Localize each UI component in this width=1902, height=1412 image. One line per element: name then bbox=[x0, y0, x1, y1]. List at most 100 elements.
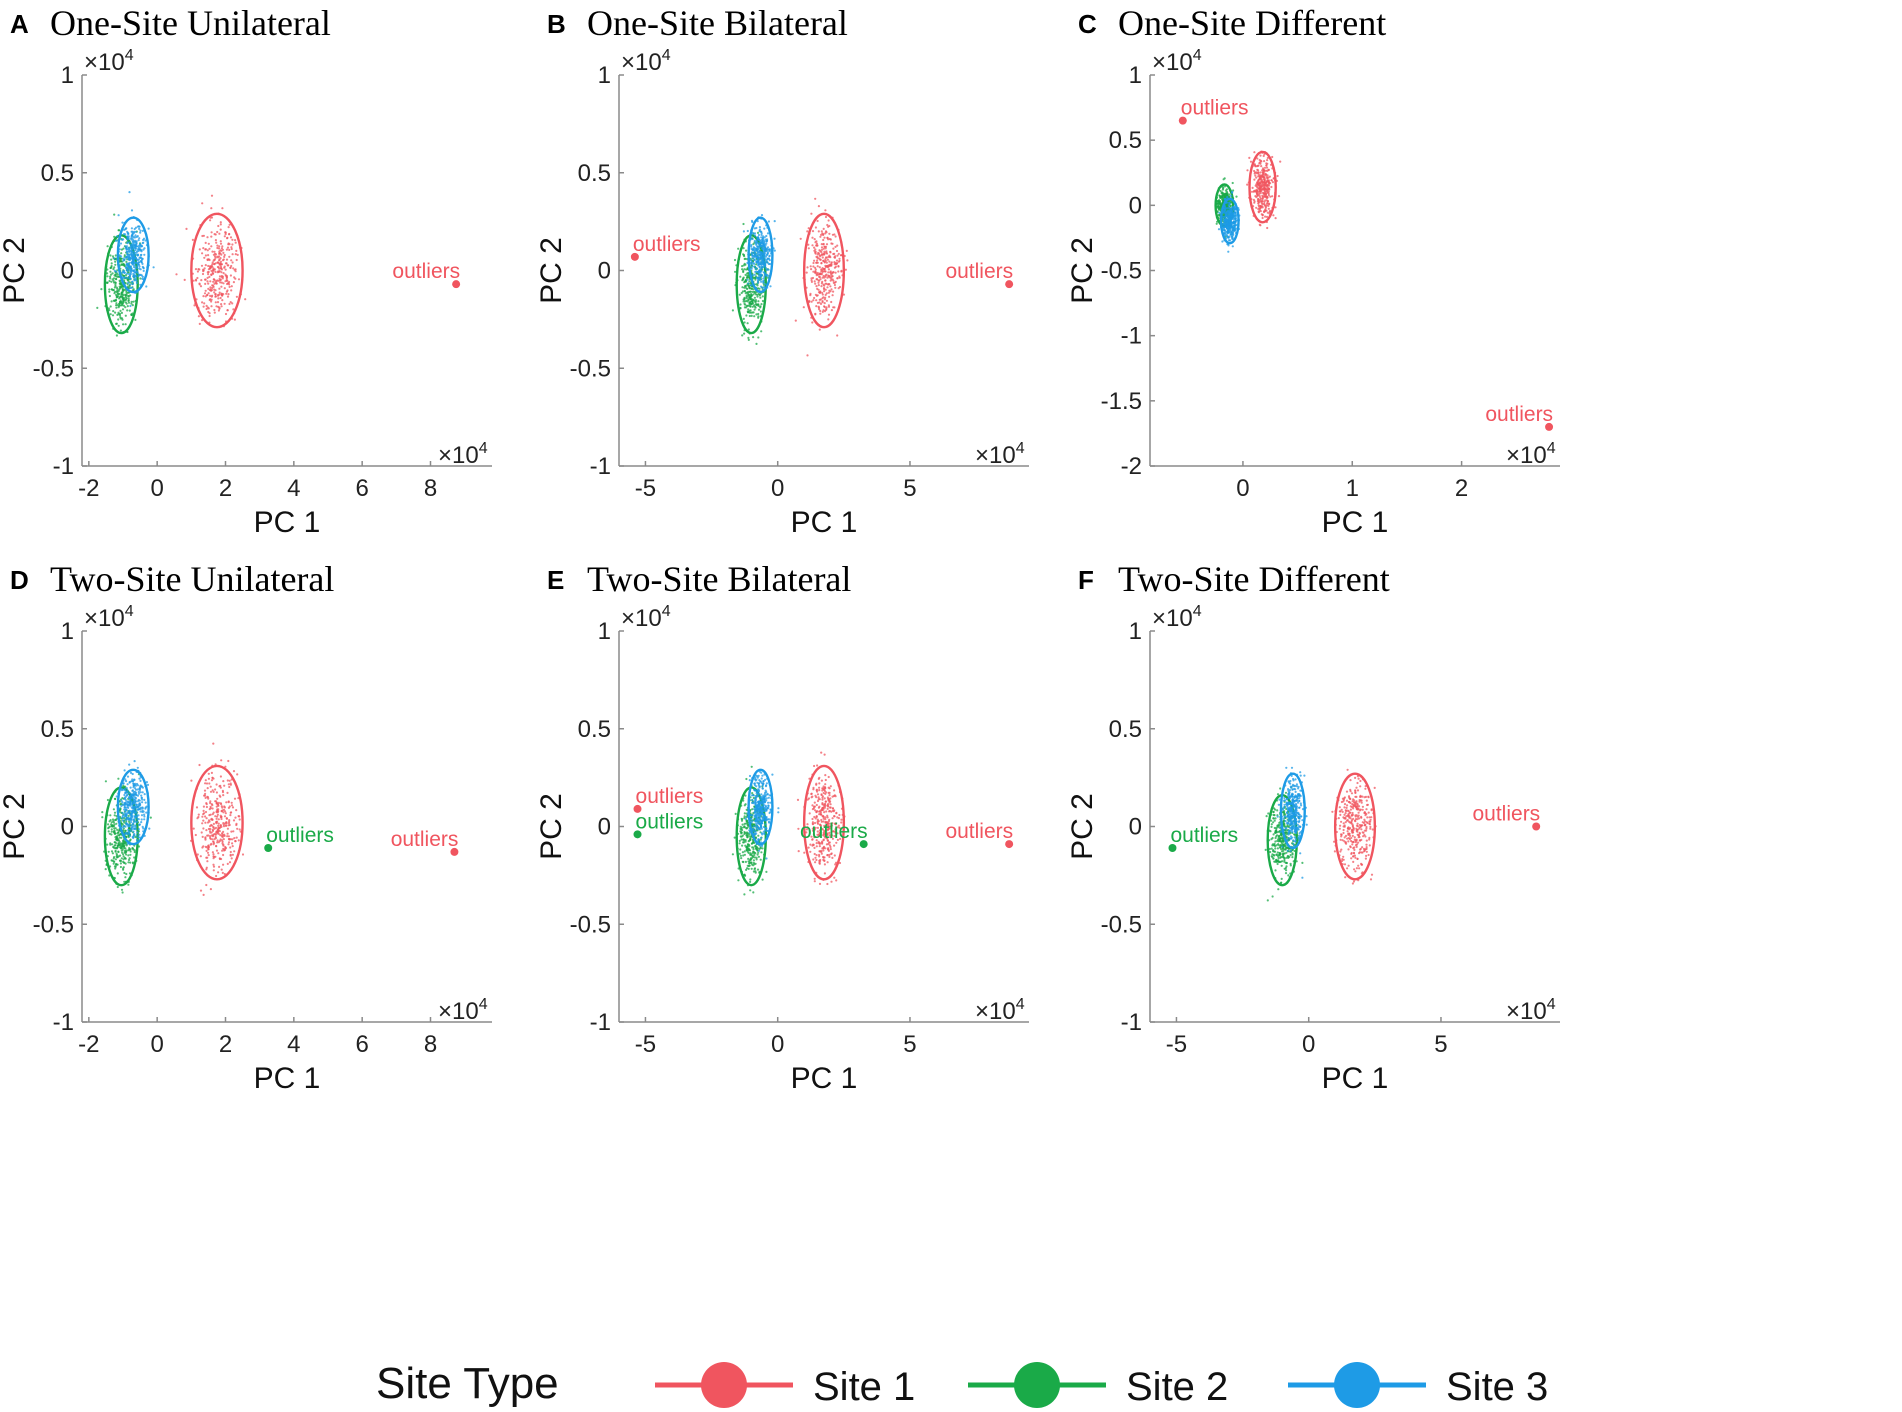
data-point bbox=[230, 264, 233, 268]
data-point bbox=[196, 270, 199, 273]
data-point bbox=[204, 289, 207, 292]
data-point bbox=[204, 254, 207, 257]
data-point bbox=[744, 860, 748, 864]
data-point bbox=[211, 272, 214, 275]
data-point bbox=[1262, 195, 1265, 198]
data-point bbox=[144, 239, 147, 242]
data-point bbox=[1258, 161, 1262, 164]
data-point bbox=[820, 230, 823, 233]
data-point bbox=[129, 821, 133, 824]
data-point bbox=[810, 268, 813, 271]
data-point bbox=[110, 300, 113, 303]
data-point bbox=[766, 252, 769, 255]
data-point bbox=[219, 834, 222, 837]
data-point bbox=[740, 819, 744, 822]
data-point bbox=[208, 258, 211, 262]
data-point bbox=[229, 838, 232, 841]
data-point bbox=[211, 776, 214, 779]
data-point bbox=[759, 285, 763, 288]
data-point bbox=[130, 238, 133, 241]
data-point bbox=[756, 868, 760, 871]
data-point bbox=[124, 876, 127, 879]
data-point bbox=[840, 254, 843, 257]
data-point bbox=[218, 267, 221, 270]
data-point bbox=[1259, 171, 1262, 174]
data-point bbox=[206, 787, 209, 790]
y-axis-label: PC 2 bbox=[0, 793, 31, 860]
data-point bbox=[759, 310, 763, 313]
data-point bbox=[212, 855, 215, 858]
data-point bbox=[817, 281, 820, 284]
data-point bbox=[110, 824, 114, 827]
data-point bbox=[139, 803, 142, 806]
data-point bbox=[1216, 205, 1219, 208]
data-point bbox=[750, 267, 753, 270]
data-point bbox=[131, 280, 134, 283]
data-point bbox=[220, 303, 223, 306]
data-point bbox=[764, 823, 767, 826]
data-point bbox=[760, 280, 763, 283]
data-point bbox=[823, 302, 826, 305]
data-point bbox=[823, 261, 826, 264]
data-point bbox=[218, 291, 221, 294]
data-point bbox=[135, 281, 138, 284]
data-point bbox=[741, 265, 744, 268]
outlier-label: outliers bbox=[945, 260, 1013, 283]
data-point bbox=[185, 227, 188, 230]
data-point bbox=[813, 246, 816, 249]
data-point bbox=[218, 263, 221, 266]
data-point bbox=[220, 276, 223, 279]
y-multiplier: ×104 bbox=[621, 47, 671, 76]
data-point bbox=[767, 796, 770, 799]
data-point bbox=[118, 279, 121, 282]
data-point bbox=[126, 268, 129, 271]
data-point bbox=[128, 284, 131, 288]
data-point bbox=[203, 794, 206, 797]
data-point bbox=[208, 314, 211, 318]
data-point bbox=[818, 266, 821, 269]
x-tick-label: -2 bbox=[78, 475, 99, 502]
data-point bbox=[211, 835, 215, 838]
data-point bbox=[225, 821, 228, 824]
data-point bbox=[143, 813, 146, 816]
data-point bbox=[210, 235, 213, 238]
data-point bbox=[129, 797, 132, 801]
data-point bbox=[809, 294, 812, 297]
data-point bbox=[811, 244, 814, 247]
data-point bbox=[230, 246, 233, 249]
data-point bbox=[836, 254, 839, 257]
data-point bbox=[207, 254, 210, 257]
data-point bbox=[207, 834, 210, 837]
data-point bbox=[199, 285, 203, 288]
data-point bbox=[764, 273, 767, 276]
data-point bbox=[215, 802, 218, 805]
data-point bbox=[823, 236, 826, 239]
data-point bbox=[823, 298, 827, 301]
data-point bbox=[210, 298, 213, 301]
data-point bbox=[744, 280, 747, 283]
data-point bbox=[112, 808, 115, 811]
data-point bbox=[748, 280, 751, 283]
data-point bbox=[1258, 200, 1261, 203]
data-point bbox=[1260, 199, 1263, 202]
data-point bbox=[118, 834, 121, 837]
data-point bbox=[1221, 240, 1224, 243]
data-point bbox=[210, 295, 213, 298]
data-point bbox=[814, 251, 817, 254]
data-point bbox=[219, 802, 222, 805]
data-point bbox=[813, 238, 816, 241]
data-point bbox=[228, 223, 231, 226]
data-point bbox=[758, 226, 762, 229]
data-point bbox=[119, 329, 122, 332]
data-point bbox=[134, 239, 137, 242]
data-point bbox=[1267, 190, 1270, 193]
x-multiplier: ×104 bbox=[438, 996, 488, 1025]
data-point bbox=[753, 232, 757, 235]
data-point bbox=[147, 227, 150, 230]
data-point bbox=[826, 265, 829, 268]
data-point bbox=[207, 273, 210, 276]
data-point bbox=[233, 318, 236, 321]
data-point bbox=[121, 851, 124, 854]
data-point bbox=[211, 261, 214, 264]
data-point bbox=[1224, 217, 1227, 220]
